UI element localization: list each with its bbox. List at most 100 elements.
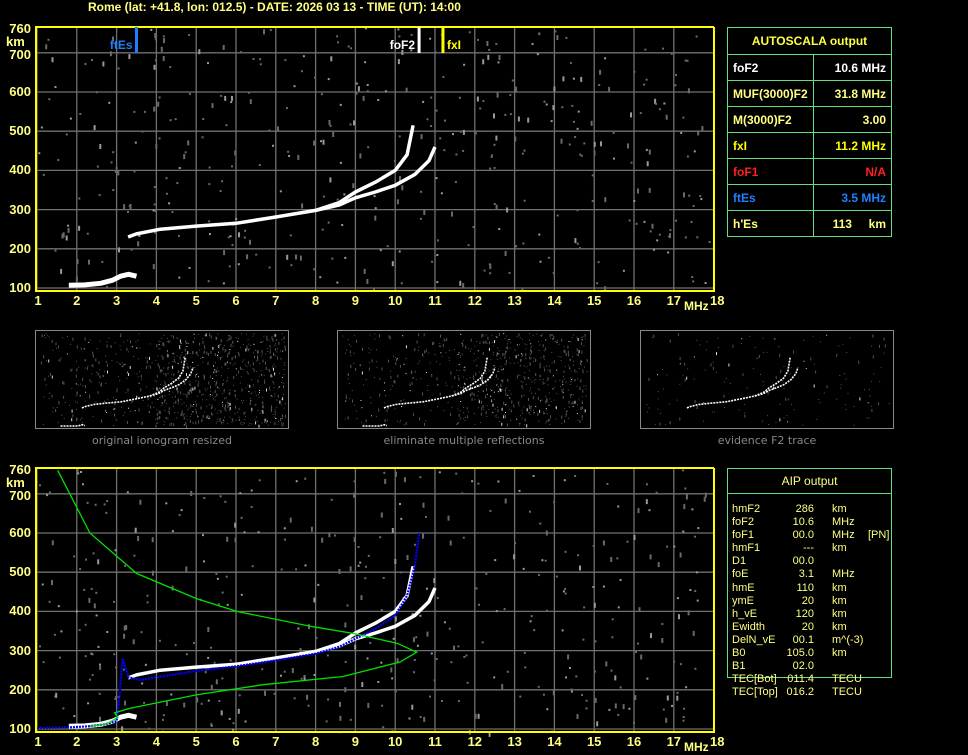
noise-dot — [390, 370, 392, 372]
noise-dot — [176, 355, 178, 357]
noise-dot — [130, 248, 133, 251]
noise-dot — [494, 408, 496, 410]
noise-dot — [224, 397, 226, 399]
noise-dot — [351, 390, 353, 392]
noise-dot — [283, 362, 285, 364]
noise-dot — [96, 165, 99, 168]
noise-dot — [187, 140, 190, 146]
noise-dot — [202, 356, 204, 358]
noise-dot — [190, 374, 192, 376]
noise-dot — [56, 407, 58, 408]
noise-dot — [185, 653, 188, 656]
noise-dot — [655, 491, 658, 494]
noise-dot — [367, 146, 370, 149]
noise-dot — [195, 380, 197, 382]
noise-dot — [767, 391, 769, 395]
noise-dot — [155, 424, 157, 428]
noise-dot — [563, 388, 564, 390]
x-tick-label: 9 — [351, 293, 360, 308]
noise-dot — [153, 203, 156, 206]
noise-dot — [665, 114, 668, 120]
noise-dot — [542, 344, 544, 348]
noise-dot — [240, 366, 241, 370]
noise-dot — [137, 421, 139, 423]
noise-dot — [481, 378, 483, 382]
noise-dot — [562, 384, 564, 386]
plot-1 — [35, 467, 715, 737]
noise-dot — [179, 356, 181, 360]
noise-dot — [227, 423, 229, 425]
noise-dot — [96, 371, 98, 373]
noise-dot — [579, 420, 581, 423]
noise-dot — [96, 91, 98, 94]
noise-dot — [125, 624, 128, 630]
noise-dot — [463, 412, 465, 414]
noise-dot — [245, 387, 247, 389]
noise-dot — [392, 385, 393, 387]
noise-dot — [252, 362, 254, 366]
noise-dot — [699, 344, 701, 346]
noise-dot — [87, 702, 90, 705]
noise-dot — [105, 362, 107, 363]
noise-dot — [364, 577, 367, 580]
y-tick-label: 600 — [9, 525, 31, 540]
noise-dot — [788, 398, 790, 400]
noise-dot — [214, 396, 216, 398]
noise-dot — [193, 341, 194, 343]
noise-dot — [633, 721, 635, 724]
noise-dot — [158, 348, 159, 350]
aip-unit: m^(-3) — [832, 633, 864, 646]
noise-dot — [173, 402, 175, 404]
noise-dot — [564, 588, 567, 590]
noise-dot — [141, 682, 144, 685]
noise-dot — [110, 346, 112, 348]
noise-dot — [508, 339, 510, 340]
noise-dot — [157, 355, 159, 357]
noise-dot — [67, 336, 68, 337]
noise-dot — [684, 378, 686, 382]
noise-dot — [164, 399, 166, 403]
noise-dot — [212, 414, 213, 416]
noise-dot — [220, 94, 223, 97]
noise-dot — [214, 399, 216, 401]
noise-dot — [78, 225, 81, 231]
noise-dot — [189, 390, 191, 392]
noise-dot — [264, 380, 266, 384]
noise-dot — [88, 341, 90, 343]
noise-dot — [268, 129, 271, 132]
noise-dot — [300, 70, 303, 73]
noise-dot — [518, 333, 520, 337]
noise-dot — [820, 341, 822, 343]
noise-dot — [272, 338, 274, 342]
noise-dot — [275, 340, 277, 342]
noise-dot — [345, 394, 347, 396]
noise-dot — [422, 502, 425, 508]
noise-dot — [462, 536, 465, 539]
noise-dot — [188, 391, 190, 395]
noise-dot — [630, 112, 632, 118]
noise-dot — [457, 354, 459, 355]
noise-dot — [473, 360, 475, 362]
noise-dot — [573, 364, 575, 366]
noise-dot — [284, 414, 286, 418]
noise-dot — [243, 400, 245, 402]
noise-dot — [435, 177, 438, 180]
noise-dot — [326, 654, 329, 657]
noise-dot — [244, 411, 246, 413]
noise-dot — [670, 52, 673, 55]
noise-dot — [216, 393, 218, 397]
noise-dot — [706, 341, 708, 343]
noise-dot — [328, 532, 331, 538]
noise-dot — [491, 390, 493, 392]
noise-dot — [187, 351, 189, 355]
noise-dot — [189, 380, 191, 382]
noise-dot — [570, 394, 572, 396]
noise-dot — [257, 379, 259, 383]
noise-dot — [482, 352, 484, 356]
autoscala-label: fxI — [727, 132, 814, 159]
noise-dot — [251, 565, 254, 568]
noise-dot — [126, 377, 128, 379]
noise-dot — [339, 715, 342, 721]
noise-dot — [493, 365, 495, 367]
noise-dot — [202, 361, 204, 363]
